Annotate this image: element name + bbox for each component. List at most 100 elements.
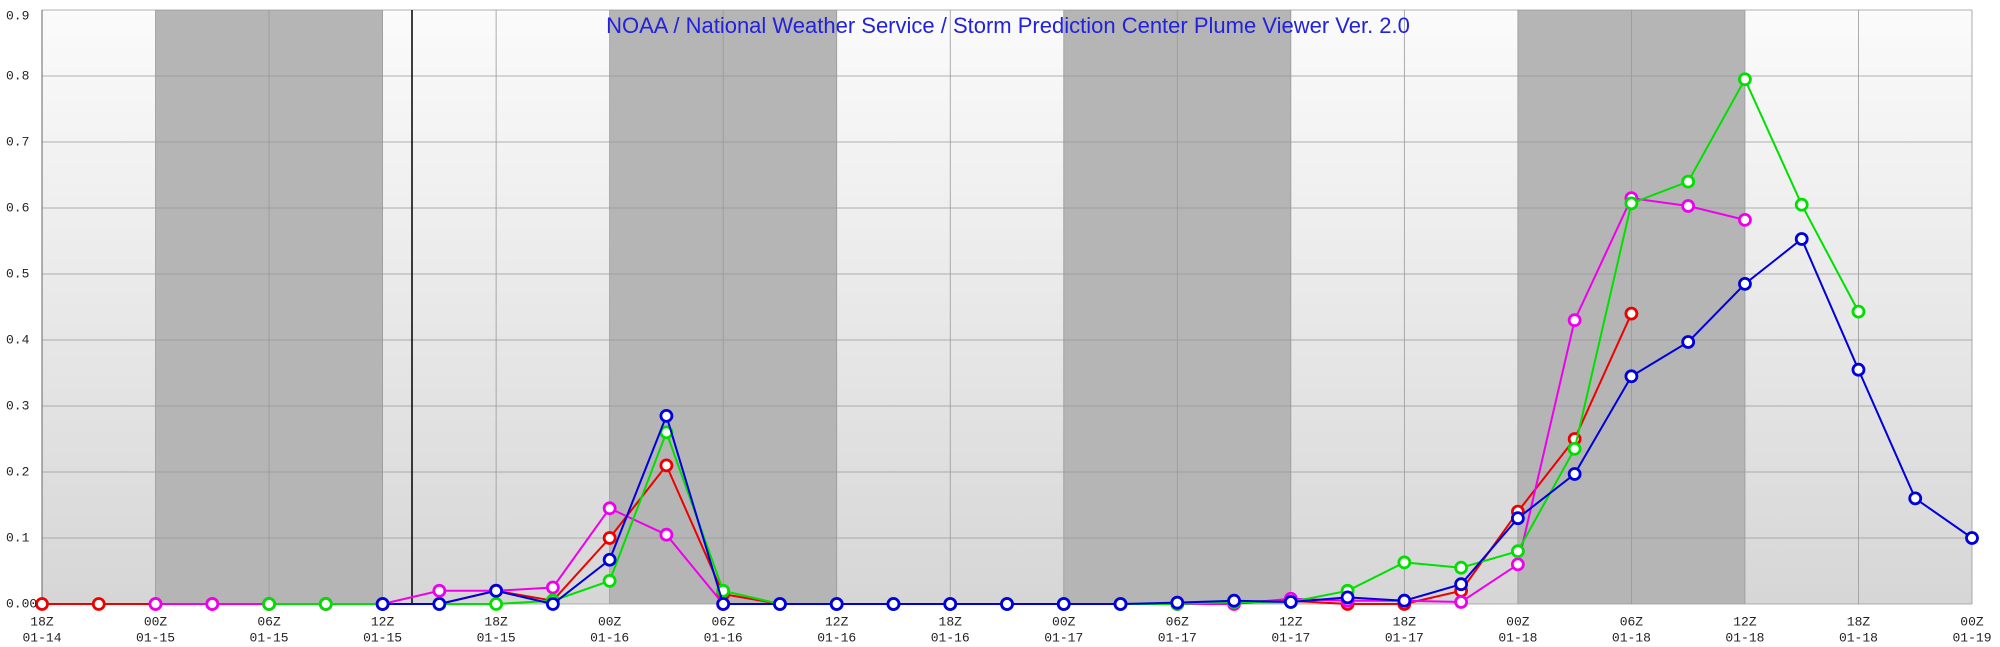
y-tick-label: 0.00 <box>6 596 37 611</box>
data-point <box>1908 491 1923 506</box>
x-tick-label: 00Z <box>1960 614 1984 629</box>
y-tick-label: 0.3 <box>6 398 29 413</box>
x-tick-label: 00Z <box>598 614 622 629</box>
data-point <box>1340 590 1355 605</box>
data-point <box>432 583 447 598</box>
y-tick-label: 0.5 <box>6 266 29 281</box>
x-tick-label: 01-15 <box>477 630 516 645</box>
data-point <box>489 583 504 598</box>
data-point <box>1851 304 1866 319</box>
x-tick-label: 12Z <box>1733 614 1757 629</box>
x-tick-label: 00Z <box>1052 614 1076 629</box>
data-point <box>1738 276 1752 291</box>
data-point <box>1454 560 1469 575</box>
y-tick-label: 0.8 <box>6 68 29 83</box>
x-tick-label: 01-15 <box>250 630 289 645</box>
x-tick-label: 18Z <box>30 614 54 629</box>
data-point <box>375 597 390 611</box>
y-tick-label: 0.7 <box>6 134 29 149</box>
y-tick-label: 0.4 <box>6 332 30 347</box>
data-point <box>659 458 674 473</box>
data-point <box>1794 232 1809 246</box>
data-point <box>1510 544 1525 559</box>
x-tick-label: 01-18 <box>1725 630 1764 645</box>
data-point <box>1397 555 1412 570</box>
data-point <box>1851 362 1866 377</box>
data-point <box>1056 597 1071 611</box>
data-point <box>1681 174 1696 189</box>
data-point <box>1113 597 1128 611</box>
data-point <box>545 597 560 611</box>
x-tick-label: 01-18 <box>1498 630 1537 645</box>
x-tick-label: 01-16 <box>704 630 743 645</box>
x-tick-label: 18Z <box>1847 614 1871 629</box>
x-tick-label: 01-17 <box>1044 630 1083 645</box>
x-tick-label: 18Z <box>1393 614 1417 629</box>
data-point <box>1227 593 1241 608</box>
data-point <box>489 597 504 611</box>
data-point <box>1681 199 1696 213</box>
data-point <box>1965 531 1979 545</box>
data-point <box>432 597 447 611</box>
data-point <box>1738 72 1752 87</box>
y-tick-label: 0.1 <box>6 530 30 545</box>
data-point <box>1283 595 1298 609</box>
x-tick-label: 01-19 <box>1952 630 1991 645</box>
x-tick-label: 18Z <box>484 614 508 629</box>
data-point <box>943 597 958 611</box>
y-tick-label: 0.9 <box>6 8 29 23</box>
data-point <box>659 408 674 423</box>
x-tick-label: 01-16 <box>931 630 970 645</box>
data-point <box>148 597 163 611</box>
x-tick-label: 12Z <box>1279 614 1303 629</box>
x-tick-label: 00Z <box>144 614 168 629</box>
x-tick-label: 06Z <box>711 614 735 629</box>
y-tick-label: 0.6 <box>6 200 29 215</box>
x-tick-label: 01-16 <box>590 630 629 645</box>
data-point <box>773 597 787 611</box>
y-tick-label: 0.2 <box>6 464 29 479</box>
data-point <box>1624 196 1639 211</box>
data-point <box>545 580 560 595</box>
x-tick-label: 01-17 <box>1158 630 1197 645</box>
data-point <box>318 597 333 611</box>
data-point <box>1454 595 1469 609</box>
data-point <box>716 597 731 611</box>
x-tick-label: 01-15 <box>363 630 402 645</box>
data-point <box>1510 557 1525 572</box>
x-tick-label: 12Z <box>371 614 395 629</box>
data-point <box>886 597 901 611</box>
data-point <box>1681 335 1696 349</box>
data-point <box>91 597 106 611</box>
x-tick-label: 01-17 <box>1271 630 1310 645</box>
x-tick-label: 01-17 <box>1385 630 1424 645</box>
x-tick-label: 00Z <box>1506 614 1530 629</box>
data-point <box>659 527 674 542</box>
data-point <box>1170 595 1185 610</box>
data-point <box>602 552 617 567</box>
data-point <box>1567 441 1582 456</box>
x-tick-label: 06Z <box>1166 614 1190 629</box>
data-point <box>602 501 617 516</box>
x-tick-label: 01-18 <box>1839 630 1878 645</box>
data-point <box>1738 212 1752 227</box>
data-point <box>35 597 49 611</box>
data-point <box>602 531 617 545</box>
x-tick-label: 01-15 <box>136 630 175 645</box>
data-point <box>829 597 844 611</box>
data-point <box>1794 197 1809 212</box>
data-point <box>262 597 276 611</box>
data-point <box>1510 511 1525 526</box>
data-point <box>1624 369 1639 384</box>
x-tick-label: 18Z <box>939 614 963 629</box>
x-tick-label: 06Z <box>257 614 281 629</box>
data-point <box>1454 577 1469 592</box>
data-point <box>1000 597 1014 611</box>
x-tick-label: 01-16 <box>817 630 856 645</box>
x-tick-label: 06Z <box>1620 614 1644 629</box>
chart-title: NOAA / National Weather Service / Storm … <box>606 13 1410 38</box>
data-point <box>1567 467 1582 481</box>
x-tick-label: 01-18 <box>1612 630 1651 645</box>
x-tick-label: 01-14 <box>22 630 61 645</box>
